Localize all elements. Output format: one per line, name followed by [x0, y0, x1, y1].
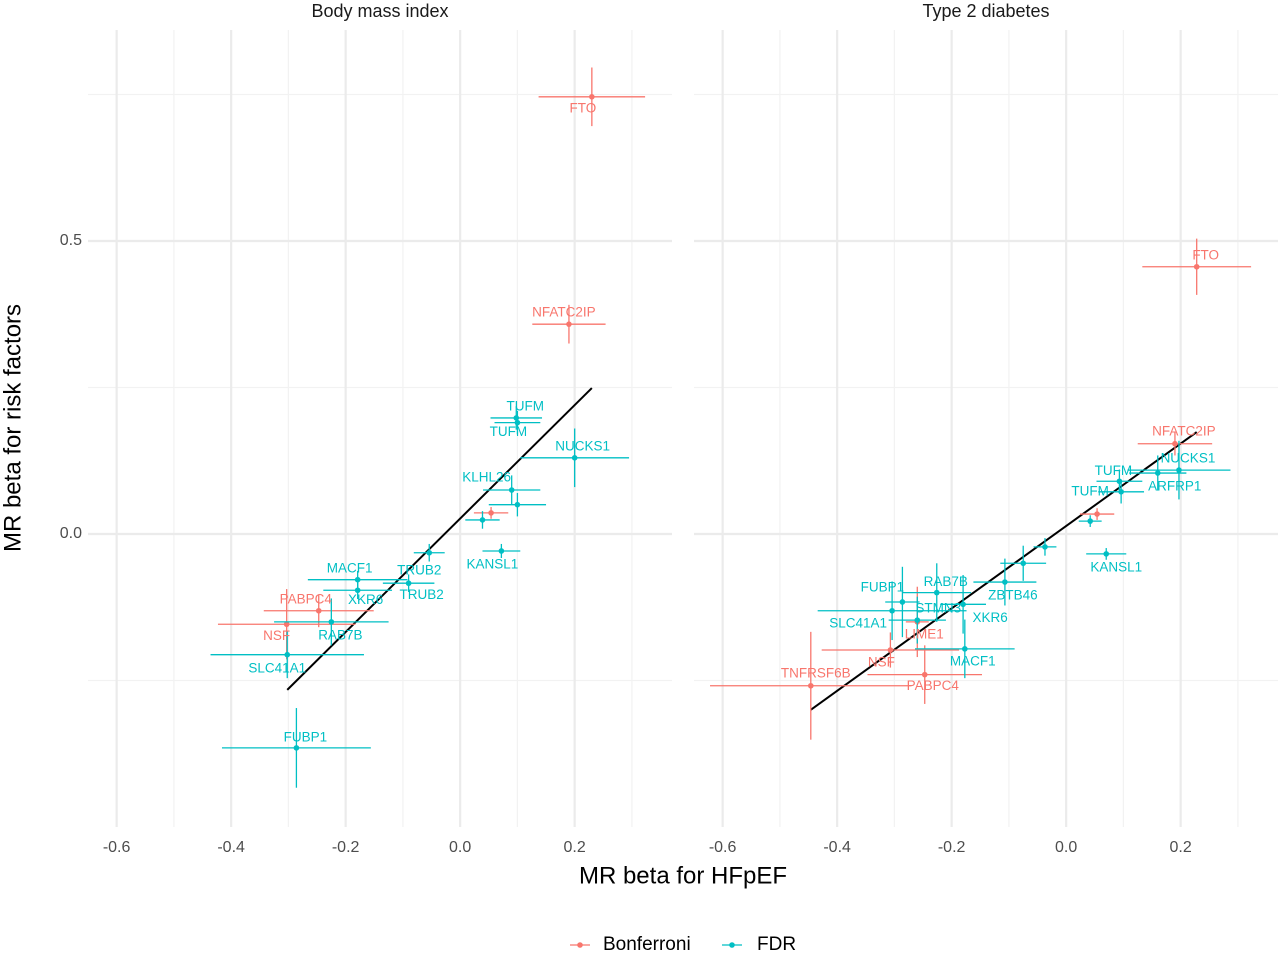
legend-key-point: [729, 942, 735, 948]
point: [1002, 579, 1008, 585]
point-label: NUCKS1: [555, 438, 610, 453]
point-label: NFATC2IP: [532, 305, 596, 320]
x-tick-label: -0.6: [103, 839, 131, 856]
point: [566, 321, 572, 327]
y-tick-label: 0.0: [60, 525, 82, 542]
point: [1154, 470, 1161, 476]
x-tick-label: 0.2: [1170, 839, 1192, 856]
point: [426, 549, 433, 556]
point: [514, 501, 521, 508]
point-label: FTO: [569, 100, 596, 115]
point: [1103, 551, 1110, 557]
point-label: RAB7B: [318, 627, 362, 642]
point: [571, 455, 578, 461]
point-label: MACF1: [950, 653, 996, 668]
x-tick-label: 0.0: [449, 839, 471, 856]
point-label: KLHL26: [462, 470, 511, 485]
point: [1094, 511, 1100, 517]
point: [1172, 440, 1178, 447]
point: [962, 646, 968, 652]
panel-title: Body mass index: [311, 1, 448, 21]
point: [508, 487, 515, 493]
point-label: NSF: [263, 628, 290, 643]
point: [328, 619, 335, 625]
x-tick-label: -0.4: [217, 839, 245, 856]
point-label: FUBP1: [861, 580, 905, 595]
point-label: FTO: [1192, 247, 1219, 262]
point: [354, 587, 361, 594]
point-label: SLC41A1: [829, 615, 887, 630]
point-label: RAB7B: [924, 574, 968, 589]
point: [488, 510, 494, 516]
point: [914, 617, 921, 623]
point: [921, 671, 928, 678]
point-label: PABPC4: [907, 678, 960, 693]
x-tick-label: 0.2: [564, 839, 586, 856]
point-label: XKR6: [348, 592, 383, 607]
point-label: NSF: [868, 655, 895, 670]
point-label: MACF1: [327, 560, 373, 575]
point: [1042, 544, 1048, 550]
point: [293, 745, 300, 751]
point: [933, 589, 940, 596]
point-label: TRUB2: [399, 587, 443, 602]
y-axis-title: MR beta for risk factors: [0, 304, 26, 552]
panel-title: Type 2 diabetes: [922, 1, 1049, 21]
legend-label: FDR: [757, 934, 796, 955]
legend-label: Bonferroni: [603, 934, 691, 955]
point-label: ZBTB46: [988, 588, 1038, 603]
point-label: TUFM: [1095, 463, 1133, 478]
point-label: LIME1: [905, 626, 944, 641]
point: [283, 621, 290, 628]
x-tick-label: -0.2: [938, 839, 966, 856]
point-label: XKR6: [972, 610, 1007, 625]
point: [889, 607, 895, 614]
point-label: TNFRSF6B: [781, 665, 851, 680]
point: [887, 647, 894, 653]
point: [899, 599, 906, 605]
point: [960, 601, 966, 608]
x-tick-label: -0.6: [709, 839, 737, 856]
fit-line: [810, 431, 1198, 711]
y-tick-label: 0.5: [60, 232, 82, 249]
point: [514, 419, 521, 426]
point: [315, 607, 322, 614]
point-label: SLC41A1: [248, 660, 306, 675]
point: [284, 651, 291, 658]
point: [498, 548, 505, 554]
point: [1087, 518, 1094, 524]
point: [354, 576, 361, 583]
point: [808, 682, 814, 689]
point: [1020, 560, 1027, 567]
fit-line: [286, 387, 593, 691]
point: [479, 517, 486, 523]
legend-key-point: [577, 942, 583, 948]
x-tick-label: -0.4: [823, 839, 851, 856]
point-label: STMN3: [915, 601, 961, 616]
point: [405, 580, 412, 587]
point-label: FUBP1: [284, 729, 328, 744]
point: [1193, 263, 1200, 270]
x-tick-label: -0.2: [332, 839, 360, 856]
point-label: NFATC2IP: [1152, 423, 1216, 438]
point: [589, 94, 595, 100]
point-label: KANSL1: [466, 557, 518, 572]
x-tick-label: 0.0: [1055, 839, 1077, 856]
point: [1118, 488, 1124, 495]
point-label: NUCKS1: [1161, 451, 1216, 466]
point-label: TUFM: [1071, 483, 1109, 498]
point: [513, 415, 520, 421]
point-label: TRUB2: [397, 562, 441, 577]
point-label: KANSL1: [1090, 559, 1142, 574]
x-axis-title: MR beta for HFpEF: [579, 862, 787, 889]
point-label: TUFM: [507, 399, 545, 414]
point: [1176, 467, 1182, 473]
point-label: PABPC4: [280, 591, 333, 606]
point-label: TUFM: [490, 424, 528, 439]
point-label: ARFRP1: [1148, 479, 1201, 494]
